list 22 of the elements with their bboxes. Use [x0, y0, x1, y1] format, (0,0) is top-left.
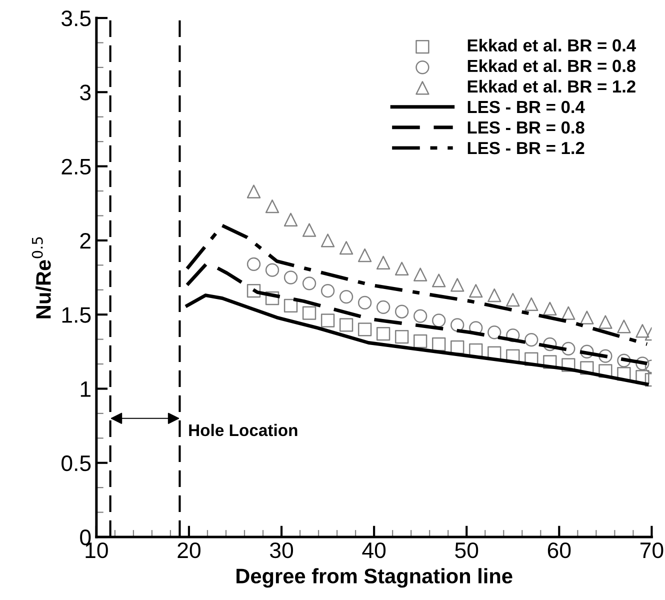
y-tick-label: 0.5: [62, 455, 91, 472]
y-tick-label: 1: [80, 381, 90, 397]
legend-label: LES - BR = 0.4: [468, 100, 585, 114]
annotation: Hole Location: [189, 424, 298, 436]
x-axis-title: Degree from Stagnation line: [236, 568, 512, 588]
legend-label: LES - BR = 1.2: [468, 142, 584, 154]
x-tick-label: 40: [362, 542, 386, 558]
x-tick-label: 30: [270, 542, 294, 558]
y-tick-label: 3.5: [62, 10, 91, 26]
y-tick-label: 1.5: [62, 307, 91, 323]
x-tick-label: 20: [178, 542, 200, 558]
x-tick-label: 60: [548, 542, 571, 558]
legend-label: Ekkad et al. BR = 0.8: [468, 59, 636, 72]
y-tick-label: 2.5: [62, 158, 91, 175]
y-tick-label: 3: [80, 84, 91, 100]
y-axis-title: Nu/Re$^{0.5}$: [32, 237, 52, 318]
legend-label: LES - BR = 0.8: [468, 121, 584, 134]
x-tick-label: 50: [455, 542, 478, 558]
x-tick-label: 70: [640, 542, 664, 558]
legend-label: Ekkad et al. BR = 1.2: [468, 80, 636, 93]
y-tick-label: 2: [80, 232, 90, 248]
legend-label: Ekkad et al. BR = 0.4: [468, 38, 636, 52]
